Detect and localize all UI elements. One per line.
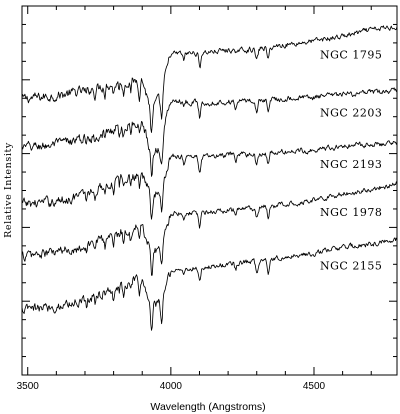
series-label: NGC 1795 xyxy=(320,48,382,61)
spectrum-line xyxy=(21,237,398,331)
spectrum-line xyxy=(21,87,398,177)
series-label: NGC 2193 xyxy=(320,158,382,171)
spectrum-line xyxy=(21,25,398,133)
spectrum-line xyxy=(21,140,398,220)
y-axis-ticks xyxy=(22,23,397,358)
spectra-series: NGC 1795 NGC 2203 NGC 2193 NGC 1978 NGC 2155 xyxy=(21,25,398,331)
spectrum-line xyxy=(21,181,398,276)
y-axis-label: Relative Intensity xyxy=(3,142,14,238)
series-label: NGC 2155 xyxy=(320,260,382,273)
x-tick-label: 4500 xyxy=(303,381,326,392)
x-tick-label: 4000 xyxy=(160,381,183,392)
plot-frame xyxy=(21,5,398,376)
x-tick-label: 3500 xyxy=(17,381,40,392)
x-axis-label: Wavelength (Angstroms) xyxy=(150,401,265,413)
x-axis-ticks: 3500 4000 4500 xyxy=(17,6,372,392)
series-label: NGC 1978 xyxy=(320,206,382,219)
series-label: NGC 2203 xyxy=(320,107,382,120)
